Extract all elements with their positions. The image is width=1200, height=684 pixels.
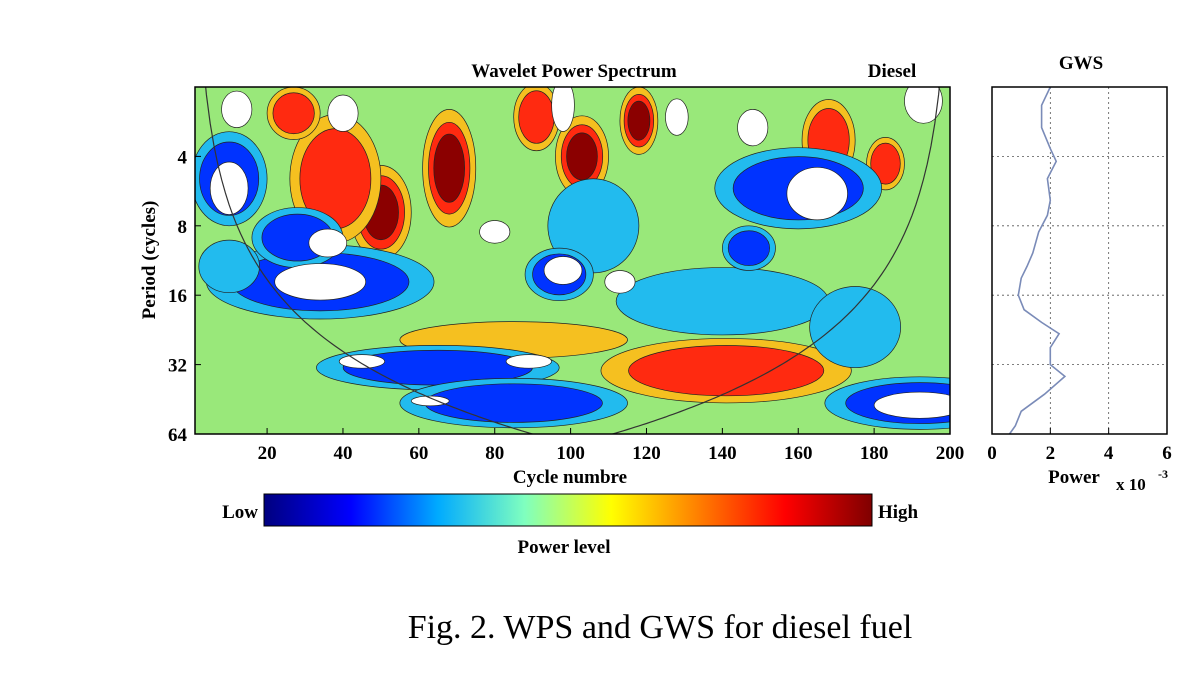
wps-y-tick-label: 16 <box>168 286 187 307</box>
wps-y-tick-label: 32 <box>168 356 187 377</box>
wps-y-tick-label: 8 <box>178 217 188 238</box>
figure-caption: Fig. 2. WPS and GWS for diesel fuel <box>408 609 913 646</box>
wps-low-power-spot <box>551 87 575 132</box>
wps-contour-level <box>628 345 825 397</box>
wps-low-power-spot <box>904 87 943 124</box>
wps-contour-level <box>809 286 902 369</box>
gws-x-tick-label: 4 <box>1104 443 1114 464</box>
wps-contour-level <box>615 267 829 336</box>
wps-low-power-spot <box>479 220 511 244</box>
wps-contour-blob <box>422 108 477 228</box>
colorbar-gradient <box>263 493 873 527</box>
wps-contour-blob <box>809 286 902 369</box>
wps-y-ticks: 4 8 16 32 64 <box>168 147 201 446</box>
wps-low-power-spot <box>338 354 386 369</box>
gws-x-tick-label: 0 <box>987 443 997 464</box>
wps-contour-blob <box>722 225 776 271</box>
wps-contour-blob <box>513 87 560 152</box>
wps-plot-area <box>195 87 950 434</box>
wps-low-power-spot <box>737 108 769 147</box>
wps-contour-level <box>433 133 465 203</box>
wps-y-axis-label: Period (cycles) <box>139 201 160 320</box>
gws-grid <box>992 87 1167 434</box>
wps-x-tick-label: 100 <box>556 443 585 464</box>
gws-x-tick-label: 6 <box>1162 443 1172 464</box>
wps-contour-blob <box>198 239 260 294</box>
wps-contour-blob <box>600 338 852 404</box>
wps-low-power-spot <box>274 263 367 301</box>
wps-contour-level <box>518 90 555 144</box>
wps-contour-level <box>272 92 315 135</box>
wps-title: Wavelet Power Spectrum <box>471 61 677 82</box>
gws-chart: GWS 0 2 4 6 Power x 10 -3 <box>987 53 1172 494</box>
wps-x-tick-label: 180 <box>860 443 889 464</box>
wps-low-power-spot <box>873 391 950 419</box>
gws-x-multiplier-exp: -3 <box>1158 467 1168 481</box>
gws-series-line <box>1008 86 1067 435</box>
gws-frame <box>991 86 1168 435</box>
cone-of-influence <box>205 87 940 434</box>
wps-low-power-spot <box>665 98 689 136</box>
wps-contour-level <box>566 132 598 181</box>
gws-x-tick-label: 2 <box>1046 443 1056 464</box>
gws-x-multiplier: x 10 <box>1116 475 1146 494</box>
wps-contour-blob <box>266 87 321 140</box>
wps-low-power-spot <box>410 395 450 407</box>
wps-x-tick-label: 120 <box>632 443 661 464</box>
wps-y-tick-label: 64 <box>168 425 188 446</box>
wps-low-power-spot <box>221 90 253 128</box>
wps-x-tick-label: 160 <box>784 443 813 464</box>
wps-x-tick-label: 200 <box>936 443 965 464</box>
wps-subtitle: Diesel <box>868 61 917 82</box>
gws-title: GWS <box>1059 53 1103 74</box>
wps-x-tick-label: 60 <box>409 443 428 464</box>
colorbar-high-label: High <box>878 502 919 523</box>
wps-contour-level <box>627 100 651 141</box>
wps-contour-level <box>870 142 901 185</box>
wps-contour-level <box>198 239 260 294</box>
colorbar-low-label: Low <box>222 502 258 523</box>
wps-chart: Wavelet Power Spectrum Diesel 20 40 60 80 10… <box>139 61 965 488</box>
wps-x-tick-label: 40 <box>333 443 352 464</box>
wps-x-tick-label: 140 <box>708 443 737 464</box>
colorbar: Low High Power level <box>222 493 919 558</box>
wps-low-power-spot <box>308 228 348 258</box>
wps-x-tick-label: 80 <box>485 443 504 464</box>
gws-x-axis-label: Power <box>1048 467 1100 488</box>
wps-contour-level <box>424 383 603 423</box>
wps-contour-blob <box>555 115 609 198</box>
wps-x-axis-label: Cycle numbre <box>513 467 627 488</box>
wps-contour-blob <box>619 87 659 155</box>
wps-y-tick-label: 4 <box>178 147 188 168</box>
wps-contour-level <box>727 230 770 266</box>
wps-x-ticks: 20 40 60 80 100 120 140 160 180 200 <box>258 428 965 464</box>
wps-low-power-spot <box>604 270 636 294</box>
colorbar-title: Power level <box>517 537 610 558</box>
wps-contour-blob <box>615 267 829 336</box>
wps-low-power-spot <box>327 94 359 132</box>
wps-low-power-spot <box>505 354 552 369</box>
wps-low-power-spot <box>786 166 848 221</box>
wps-low-power-spot <box>543 256 583 285</box>
wps-x-tick-label: 20 <box>258 443 277 464</box>
wps-frame <box>194 86 951 435</box>
gws-x-ticks: 0 2 4 6 <box>987 428 1172 464</box>
wps-low-power-spot <box>209 161 249 215</box>
